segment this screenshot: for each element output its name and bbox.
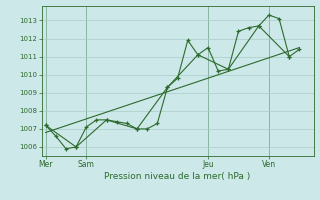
X-axis label: Pression niveau de la mer( hPa ): Pression niveau de la mer( hPa )	[104, 172, 251, 181]
